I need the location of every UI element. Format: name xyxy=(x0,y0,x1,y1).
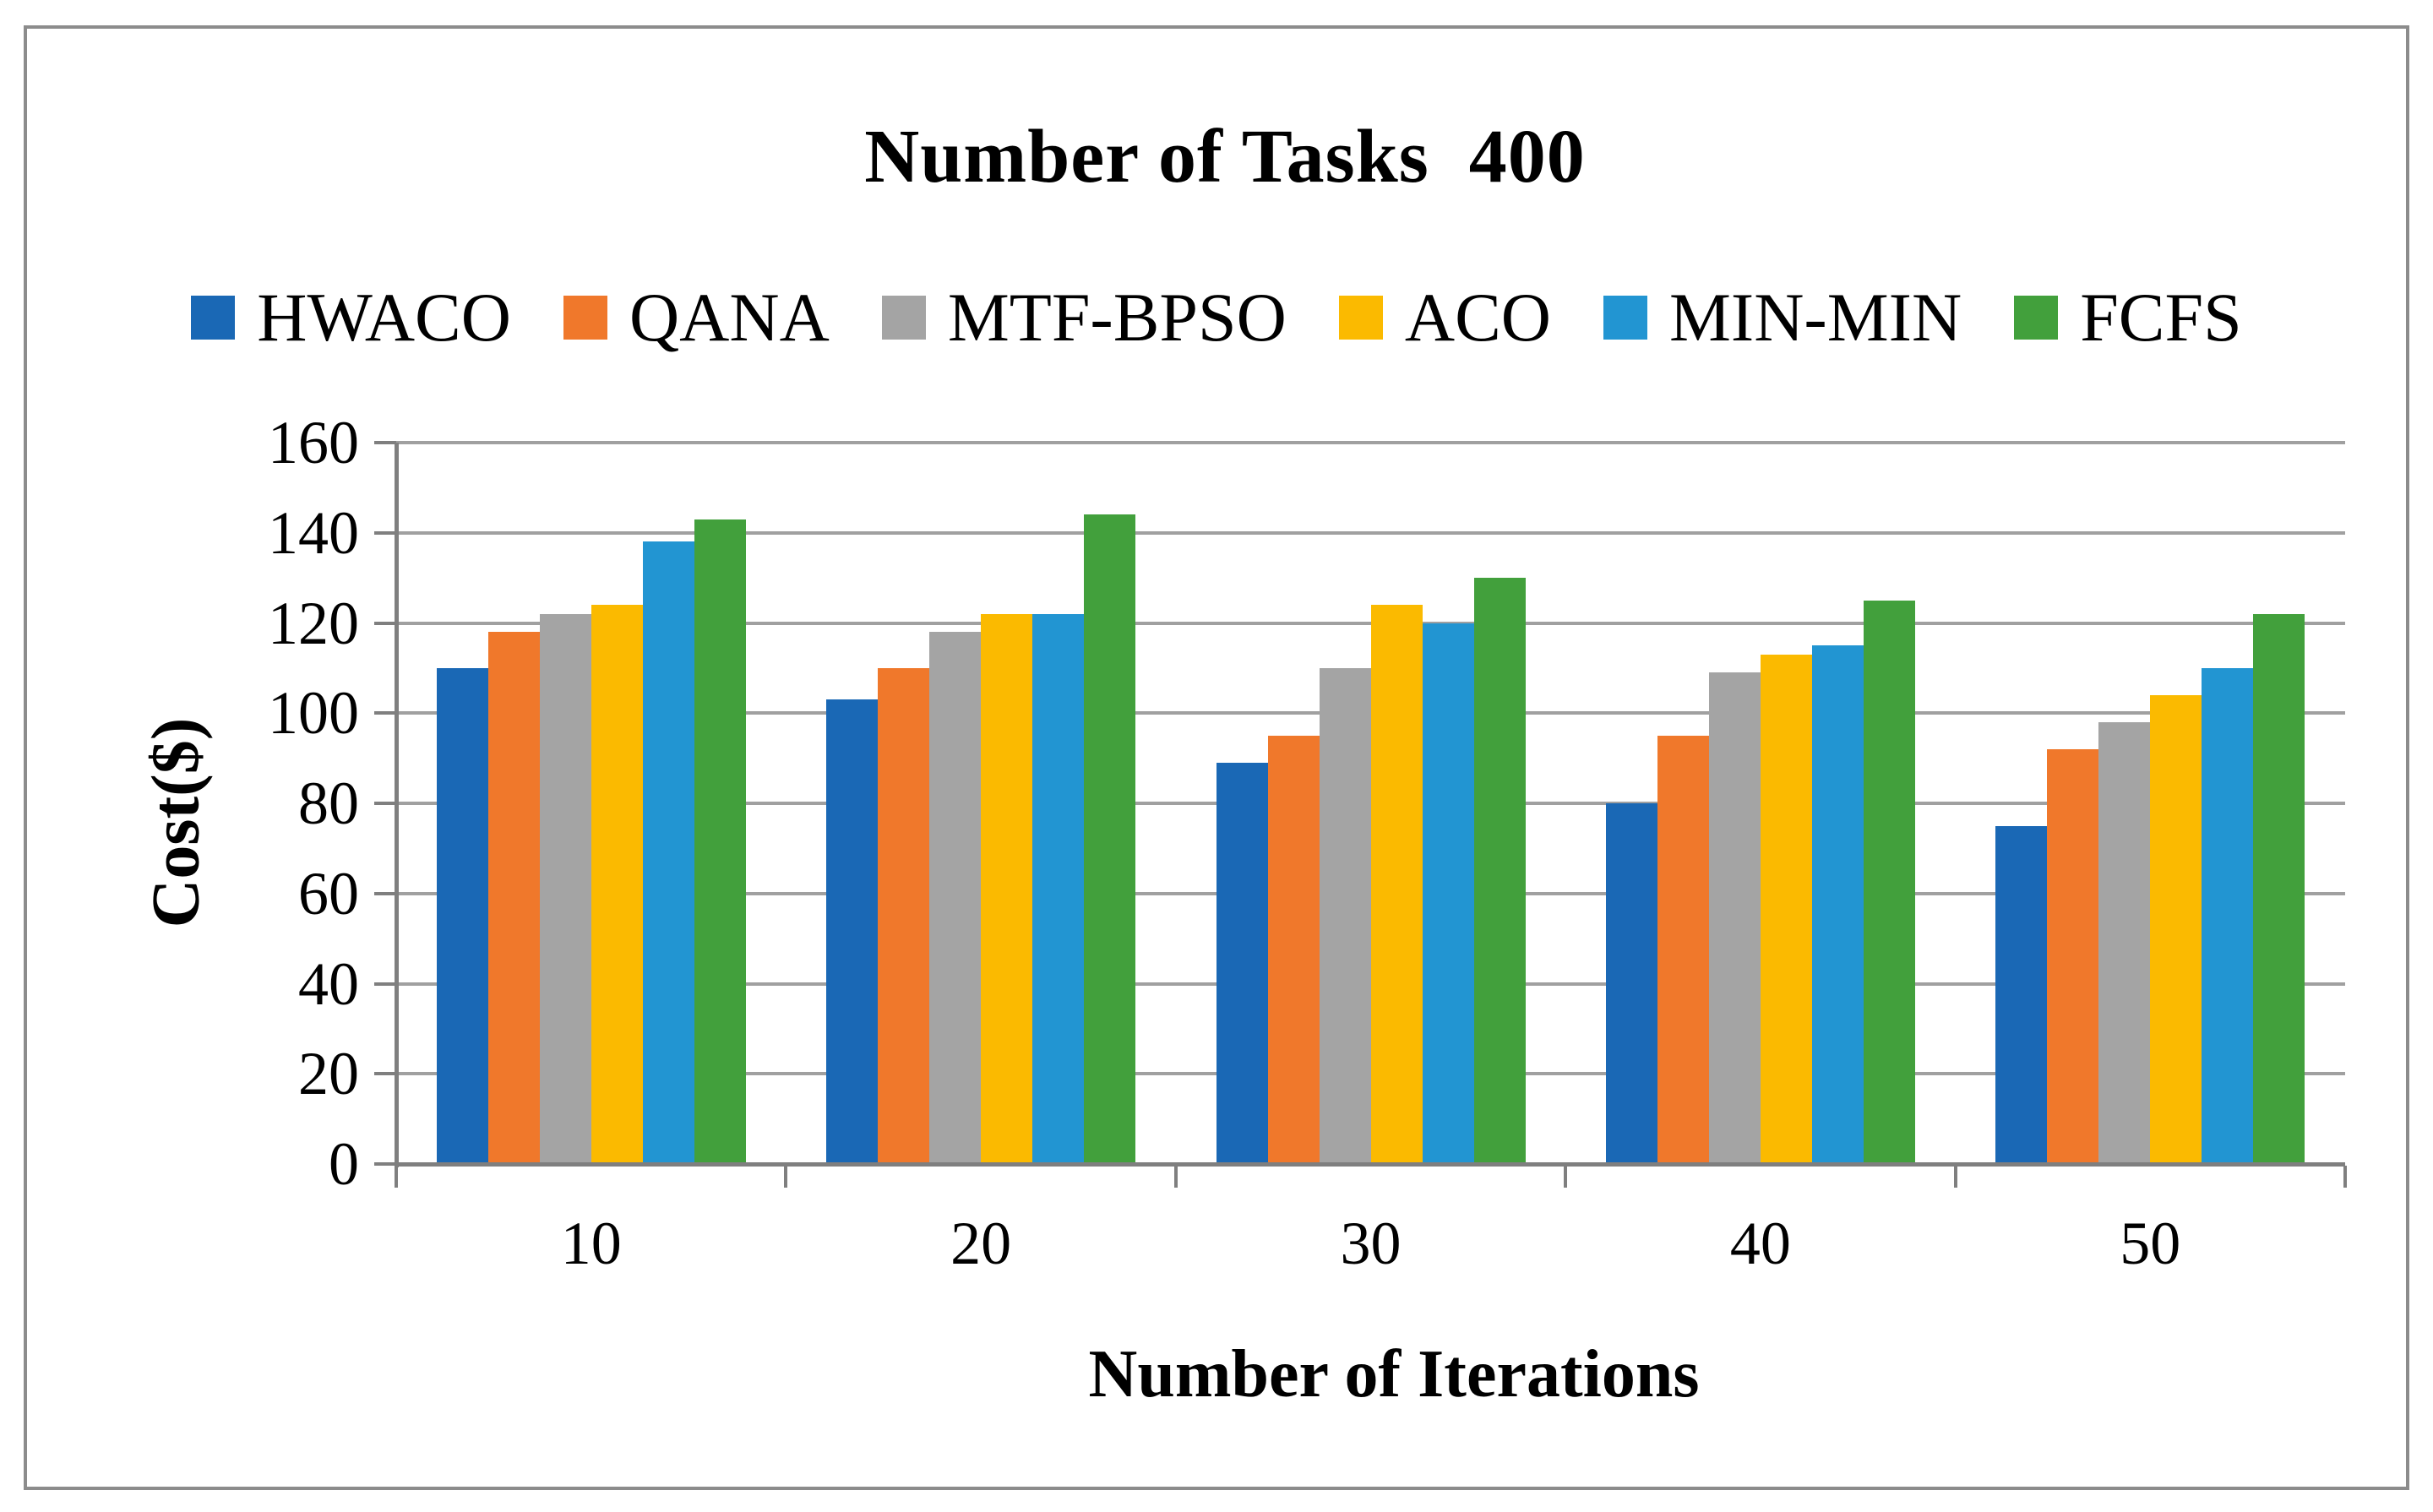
y-tick-label: 40 xyxy=(298,949,359,1018)
bar xyxy=(826,699,879,1164)
y-axis-line xyxy=(395,443,399,1167)
legend: HWACO QANA MTF-BPSO ACO MIN-MIN FCFS xyxy=(27,275,2406,360)
bar xyxy=(929,632,982,1164)
legend-item: QANA xyxy=(563,283,830,352)
y-tick-label: 160 xyxy=(268,409,359,476)
x-axis-line xyxy=(396,1162,2345,1167)
y-tick xyxy=(374,982,396,986)
chart-figure: Number of Tasks 400 HWACO QANA MTF-BPSO ACO… xyxy=(24,25,2409,1490)
bar xyxy=(1605,803,1657,1164)
x-tick xyxy=(784,1166,788,1188)
y-tick xyxy=(374,711,396,715)
x-axis-title: Number of Iterations xyxy=(1088,1337,1700,1411)
bar xyxy=(1657,735,1709,1164)
x-tick-label: 50 xyxy=(2120,1210,2181,1277)
x-tick-label: 40 xyxy=(1729,1210,1791,1277)
bar xyxy=(1319,667,1371,1164)
bar xyxy=(2202,667,2254,1164)
y-tick-label: 80 xyxy=(298,770,359,837)
bar xyxy=(1811,645,1864,1164)
x-tick xyxy=(1953,1166,1957,1188)
legend-swatch-icon xyxy=(191,296,236,340)
y-tick xyxy=(374,1162,396,1166)
y-tick xyxy=(374,530,396,535)
bar xyxy=(1863,600,1915,1164)
legend-label: QANA xyxy=(629,279,830,356)
y-tick xyxy=(374,621,396,625)
legend-label: ACO xyxy=(1404,279,1551,356)
y-tick-label: 60 xyxy=(298,859,359,927)
y-tick-label: 120 xyxy=(268,589,359,657)
bar xyxy=(1995,825,2048,1164)
x-tick xyxy=(1173,1166,1178,1188)
bar xyxy=(1084,514,1136,1164)
bar xyxy=(981,613,1033,1164)
bar xyxy=(1370,605,1423,1164)
x-tick-label: 30 xyxy=(1340,1210,1402,1277)
bar xyxy=(1760,654,1812,1164)
legend-label: MIN-MIN xyxy=(1669,279,1962,356)
bar xyxy=(539,613,591,1164)
y-tick-label: 100 xyxy=(268,679,359,748)
legend-item: HWACO xyxy=(191,283,511,352)
gridline xyxy=(396,441,2345,444)
legend-item: FCFS xyxy=(2014,283,2242,352)
legend-label: HWACO xyxy=(257,279,511,356)
legend-swatch-icon xyxy=(563,296,607,340)
legend-swatch-icon xyxy=(1338,296,1383,340)
y-tick xyxy=(374,891,396,895)
bar xyxy=(436,667,488,1164)
legend-label: MTF-BPSO xyxy=(947,279,1287,356)
legend-item: ACO xyxy=(1338,279,1551,356)
x-tick-label: 10 xyxy=(560,1210,622,1277)
bar xyxy=(642,541,694,1164)
x-tick-label: 20 xyxy=(950,1210,1012,1277)
chart-title: Number of Tasks 400 xyxy=(864,115,1586,199)
y-tick-label: 140 xyxy=(268,498,359,567)
y-tick xyxy=(374,441,396,444)
legend-item: MIN-MIN xyxy=(1603,283,1962,352)
bar xyxy=(1422,623,1474,1164)
bar xyxy=(2047,748,2099,1164)
bar xyxy=(1267,735,1320,1164)
y-tick xyxy=(374,802,396,805)
bar xyxy=(1216,762,1268,1164)
x-tick xyxy=(2343,1166,2347,1188)
bar xyxy=(1708,672,1761,1164)
bar xyxy=(487,632,540,1164)
x-tick xyxy=(1564,1166,1568,1188)
bar xyxy=(591,605,643,1164)
bar xyxy=(2098,721,2151,1164)
x-tick xyxy=(395,1166,398,1188)
bar xyxy=(1473,578,1526,1164)
bar xyxy=(2253,613,2305,1164)
legend-item: MTF-BPSO xyxy=(881,279,1287,356)
bar xyxy=(2150,694,2202,1164)
bar xyxy=(878,667,930,1164)
y-tick xyxy=(374,1072,396,1076)
y-axis-title: Cost($) xyxy=(139,717,214,928)
legend-swatch-icon xyxy=(2014,296,2059,340)
y-tick-label: 0 xyxy=(329,1130,359,1198)
bar xyxy=(694,519,746,1164)
legend-swatch-icon xyxy=(1603,296,1647,340)
gridline xyxy=(396,530,2345,535)
legend-swatch-icon xyxy=(881,296,926,340)
y-tick-label: 20 xyxy=(298,1040,359,1108)
legend-label: FCFS xyxy=(2080,279,2242,356)
bar xyxy=(1032,613,1085,1164)
